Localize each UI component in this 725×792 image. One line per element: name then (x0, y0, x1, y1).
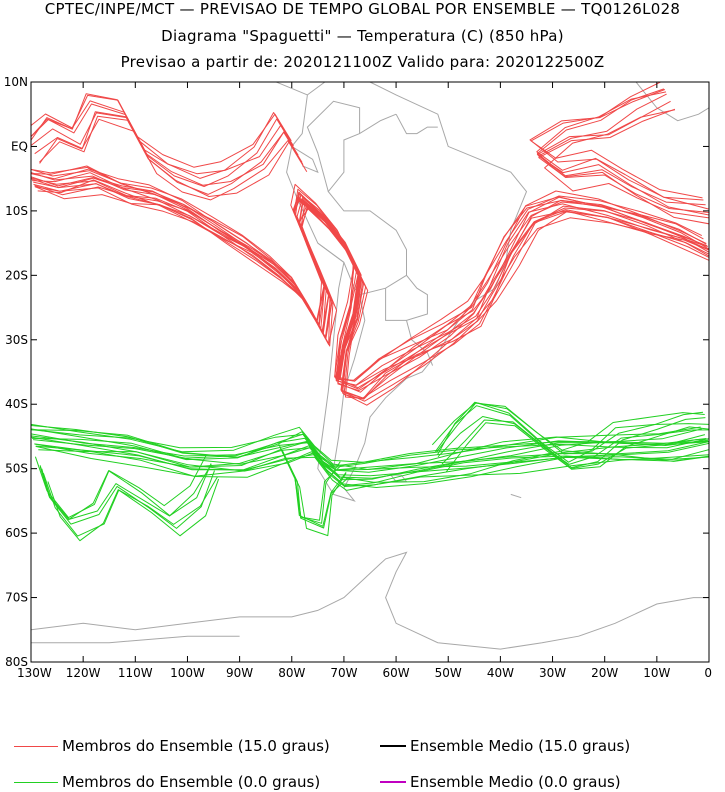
member-15-contour (31, 165, 704, 381)
member-15-contour (31, 168, 707, 382)
coastline-segment (31, 635, 240, 644)
legend-mean-0: Ensemble Medio (0.0 graus) (380, 772, 621, 792)
legend-label-mean-0: Ensemble Medio (0.0 graus) (410, 773, 621, 791)
legend-swatch-mean-0 (380, 781, 406, 783)
coastline-segment (395, 113, 438, 135)
member-0-contour-loop-west (39, 463, 212, 520)
coastline-segment (270, 82, 272, 83)
lat-tick-label: 80S (5, 655, 28, 669)
lon-tick-label: 80W (278, 666, 305, 680)
member-15-contour (31, 172, 707, 390)
lat-tick-label: 70S (5, 591, 28, 605)
legend-label-member-15: Membros do Ensemble (15.0 graus) (62, 737, 330, 755)
coastline-segment (291, 145, 319, 174)
title-line-3: Previsao a partir de: 2020121100Z Valido… (120, 53, 605, 71)
legend-label-member-0: Membros do Ensemble (0.0 graus) (62, 773, 321, 791)
title-line-1: CPTEC/INPE/MCT — PREVISAO DE TEMPO GLOBA… (44, 0, 681, 18)
member-0-contour (31, 429, 706, 470)
member-15-contour (31, 176, 708, 393)
coastline-segment (275, 82, 308, 96)
member-15-contour-north-east (536, 100, 709, 213)
title-line-2: Diagrama "Spaguetti" — Temperatura (C) (… (161, 27, 564, 45)
member-0-contour (31, 424, 708, 468)
member-0-contour-loop-east (445, 422, 709, 473)
coastline-segment (385, 274, 428, 321)
member-15-contour (33, 183, 709, 402)
member-15-contour-north-east (536, 88, 706, 206)
lon-tick-label: 70W (330, 666, 357, 680)
coastline-segment (306, 100, 361, 192)
member-0-contour (34, 443, 709, 488)
legend-swatch-member-15 (14, 745, 58, 747)
coastline-segment (31, 551, 709, 650)
member-15-contour-north-east (530, 82, 703, 199)
member-15-contour-north-west (31, 103, 294, 187)
map-frame (30, 81, 710, 663)
member-15-andes-band (295, 196, 362, 379)
lon-tick-label: 90W (226, 666, 253, 680)
member-0-contour-loop-east (434, 405, 706, 469)
member-15-contour-north-west (31, 112, 299, 186)
member-0-contour-loop-west (41, 464, 212, 520)
lon-tick-label: 130W (17, 666, 52, 680)
legend-mean-15: Ensemble Medio (15.0 graus) (380, 736, 630, 756)
member-15-contour-north-east (538, 93, 709, 216)
member-15-contour-north-west (39, 118, 308, 201)
coastline-segment (510, 493, 522, 499)
lat-tick-label: 30S (5, 333, 28, 347)
legend-member-15: Membros do Ensemble (15.0 graus) (14, 736, 330, 756)
member-0-contour-loop-east (436, 402, 704, 455)
member-15-contour-north-west (31, 93, 291, 179)
lon-tick-label: 120W (66, 666, 101, 680)
member-0-contour-loop-east (441, 419, 709, 470)
member-15-contour-north-west (31, 100, 294, 175)
coastline-segment (318, 18, 355, 31)
lon-tick-label: 10W (643, 666, 670, 680)
lon-tick-label: 110W (118, 666, 153, 680)
lat-tick-label: 40S (5, 397, 28, 411)
lon-tick-label: 50W (435, 666, 462, 680)
legend-label-mean-15: Ensemble Medio (15.0 graus) (410, 737, 631, 755)
lon-tick-label: 40W (487, 666, 514, 680)
lat-tick-label: 50S (5, 462, 28, 476)
member-0-contour-loop-east (437, 401, 709, 463)
lon-tick-label: 20W (591, 666, 618, 680)
lat-tick-label: 10N (4, 75, 28, 89)
legend-swatch-mean-15 (380, 745, 406, 747)
member-15-contour-north-east (544, 109, 709, 219)
member-15-contour-north-east (538, 108, 709, 225)
lat-tick-label: 10S (5, 204, 28, 218)
member-15-contour-north-east (536, 91, 709, 210)
lat-tick-label: 60S (5, 526, 28, 540)
member-0-contour-loop-patagonia (282, 451, 347, 527)
lat-tick-label: EQ (11, 139, 28, 153)
member-0-contour-loop-patagonia (282, 452, 347, 537)
lon-tick-label: 100W (170, 666, 205, 680)
lon-tick-label: 30W (539, 666, 566, 680)
coastline-segment (317, 242, 345, 263)
member-15-contour-north-west (39, 115, 304, 197)
lon-tick-label: 0 (704, 666, 712, 680)
member-0-contour-loop-west (47, 478, 220, 542)
member-0-contour-loop-west (39, 466, 215, 529)
member-0-contour (35, 445, 709, 487)
member-15-contour-north-west (31, 94, 292, 168)
legend-member-0: Membros do Ensemble (0.0 graus) (14, 772, 320, 792)
legend-swatch-member-0 (14, 781, 58, 783)
lon-tick-label: 60W (383, 666, 410, 680)
lat-tick-label: 20S (5, 268, 28, 282)
coastlines-and-borders (31, 18, 709, 650)
contour-lines (31, 82, 709, 542)
coastline-segment (635, 82, 709, 122)
coastline-segment (333, 294, 366, 469)
member-15-contour (31, 166, 708, 389)
coastline-segment (327, 113, 407, 296)
